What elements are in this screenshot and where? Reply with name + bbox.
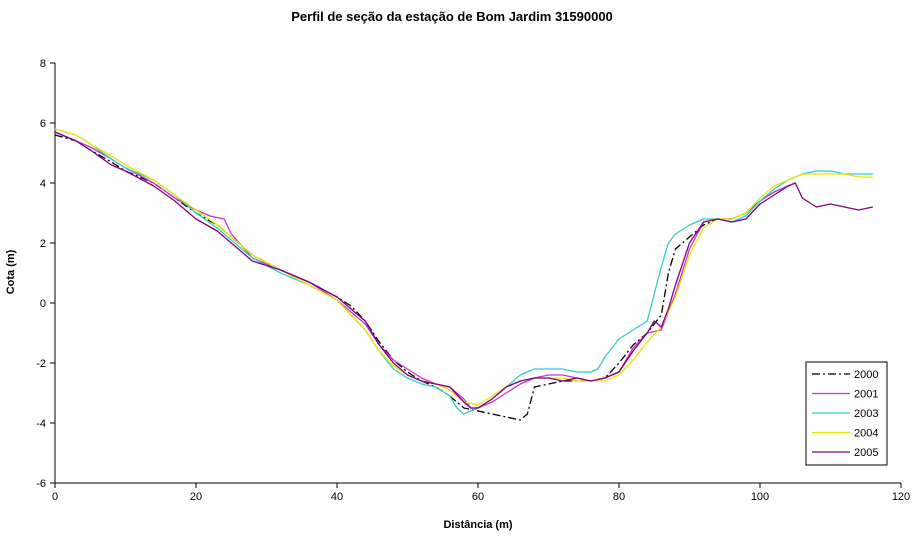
x-tick-label: 60: [472, 491, 484, 503]
y-tick-label: -2: [36, 358, 46, 370]
y-tick-label: 8: [40, 58, 46, 70]
x-tick-label: 80: [613, 491, 625, 503]
legend-label-2004: 2004: [854, 428, 878, 440]
y-tick-label: 2: [40, 238, 46, 250]
legend-label-2005: 2005: [854, 447, 878, 459]
plot-area: [55, 63, 901, 483]
x-tick-label: 0: [52, 491, 58, 503]
x-tick-label: 40: [331, 491, 343, 503]
legend-label-2003: 2003: [854, 408, 878, 420]
y-tick-label: 0: [40, 298, 46, 310]
series-layer: [54, 128, 873, 421]
y-tick-label: 4: [40, 178, 46, 190]
chart-title: Perfil de seção da estação de Bom Jardim…: [291, 9, 613, 24]
legend-label-2001: 2001: [854, 389, 878, 401]
x-tick-label: 100: [751, 491, 769, 503]
series-line-2001: [54, 131, 789, 409]
series-line-2000: [54, 134, 796, 421]
y-axis-label: Cota (m): [5, 249, 17, 294]
x-tick-label: 20: [190, 491, 202, 503]
legend: 2000 2001 2003 2004 2005: [805, 361, 888, 466]
series-line-2005: [54, 131, 873, 409]
y-tick-label: -6: [36, 478, 46, 490]
x-tick-label: 120: [892, 491, 910, 503]
x-axis-label: Distância (m): [443, 519, 512, 531]
legend-label-2000: 2000: [854, 369, 878, 381]
series-line-2003: [54, 128, 873, 415]
y-tick-label: 6: [40, 118, 46, 130]
y-tick-label: -4: [36, 418, 46, 430]
